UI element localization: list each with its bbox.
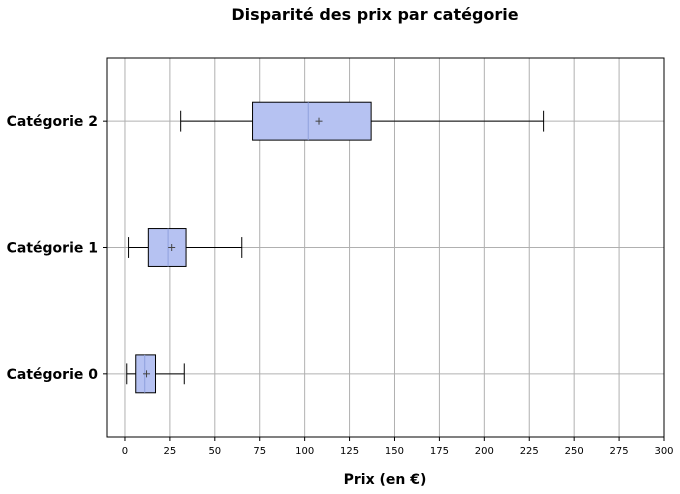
y-tick-label: Catégorie 1 <box>7 241 98 257</box>
chart-title: Disparité des prix par catégorie <box>231 5 518 24</box>
x-tick-label: 0 <box>122 446 128 457</box>
box-iqr <box>252 101 372 141</box>
x-tick-label: 25 <box>164 446 177 457</box>
boxes <box>126 101 545 394</box>
box-2 <box>180 101 545 141</box>
box-0 <box>126 354 185 394</box>
x-tick-label: 225 <box>520 446 539 457</box>
box-iqr <box>147 228 187 267</box>
x-tick-label: 125 <box>340 446 359 457</box>
x-tick-label: 275 <box>610 446 629 457</box>
y-axis-ticks: Catégorie 0 Catégorie 1 Catégorie 2 <box>7 114 107 383</box>
x-tick-label: 200 <box>475 446 494 457</box>
x-tick-label: 300 <box>654 446 673 457</box>
x-tick-label: 250 <box>565 446 584 457</box>
x-tick-label: 150 <box>385 446 404 457</box>
x-tick-label: 50 <box>208 446 221 457</box>
x-axis-ticks: 0 25 50 75 100 125 150 175 200 225 250 275 300 <box>122 437 674 457</box>
x-axis-label: Prix (en €) <box>344 472 427 488</box>
y-tick-label: Catégorie 2 <box>7 114 98 130</box>
x-tick-label: 100 <box>295 446 314 457</box>
box-1 <box>128 228 243 267</box>
x-tick-label: 175 <box>430 446 449 457</box>
y-tick-label: Catégorie 0 <box>7 367 99 383</box>
x-tick-label: 75 <box>253 446 266 457</box>
